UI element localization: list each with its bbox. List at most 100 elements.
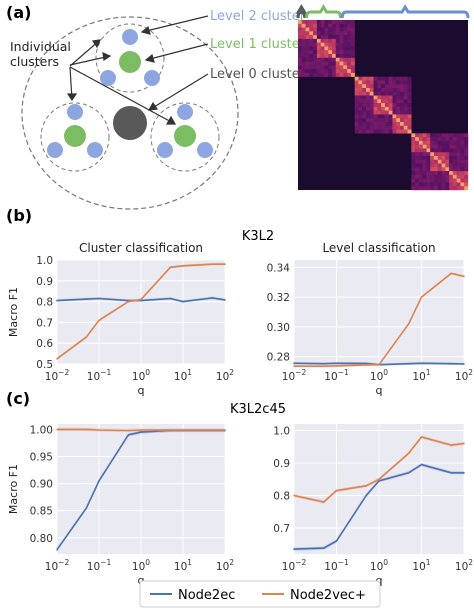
heatmap-cell bbox=[343, 20, 348, 24]
heatmap-cell bbox=[437, 182, 442, 187]
heatmap-cell bbox=[377, 91, 382, 96]
heatmap-cell bbox=[464, 171, 469, 176]
heatmap-cell bbox=[411, 152, 416, 157]
heatmap-cell bbox=[411, 137, 416, 142]
heatmap-cell bbox=[362, 110, 367, 115]
heatmap-cell bbox=[343, 54, 348, 58]
heatmap-cell bbox=[298, 54, 302, 58]
y-tick-label: 0.9 bbox=[36, 276, 53, 288]
heatmap-cell bbox=[320, 65, 325, 70]
x-tick-exponent: 0 bbox=[383, 558, 388, 567]
heatmap-cell bbox=[369, 88, 374, 92]
heatmap-cell bbox=[449, 174, 454, 179]
heatmap-cell bbox=[366, 110, 370, 115]
heatmap-cell bbox=[328, 23, 333, 28]
heatmap-cell bbox=[403, 103, 408, 108]
heatmap-cell bbox=[320, 46, 325, 51]
heatmap-cell bbox=[464, 137, 469, 142]
heatmap-cell bbox=[343, 35, 348, 40]
heatmap-cell bbox=[396, 84, 401, 89]
heatmap-cell bbox=[418, 156, 423, 160]
heatmap-cell bbox=[358, 106, 363, 111]
heatmap-cell bbox=[324, 23, 329, 28]
data-point bbox=[56, 358, 58, 360]
heatmap-cell bbox=[358, 129, 363, 134]
heatmap-cell bbox=[441, 167, 446, 172]
data-point bbox=[407, 452, 410, 455]
heatmap-cell bbox=[377, 118, 382, 123]
data-point bbox=[335, 489, 338, 492]
heatmap-cell bbox=[320, 42, 325, 47]
heatmap-cell bbox=[403, 122, 408, 126]
heatmap-cell bbox=[388, 118, 393, 123]
heatmap-cell bbox=[407, 110, 412, 115]
heatmap-cell bbox=[354, 76, 359, 81]
heatmap-cell bbox=[305, 69, 310, 74]
heatmap-cell bbox=[400, 76, 404, 81]
heatmap-cell bbox=[449, 152, 454, 157]
level2-node bbox=[157, 142, 173, 158]
heatmap-cell bbox=[388, 129, 393, 134]
heatmap-cell bbox=[301, 38, 306, 43]
heatmap-cell bbox=[328, 31, 333, 36]
heatmap-cell bbox=[324, 31, 329, 36]
heatmap-cell bbox=[460, 152, 465, 157]
heatmap-cell bbox=[426, 174, 431, 179]
heatmap-cell bbox=[407, 84, 412, 89]
heatmap-cell bbox=[464, 182, 469, 187]
heatmap-cell bbox=[403, 106, 408, 111]
heatmap-cell bbox=[343, 50, 348, 55]
x-axis-label: q bbox=[376, 574, 383, 587]
heatmap-cell bbox=[347, 46, 352, 51]
heatmap-cell bbox=[430, 159, 435, 164]
heatmap-cell bbox=[392, 106, 397, 111]
heatmap-cell bbox=[362, 91, 367, 96]
heatmap-cell bbox=[426, 133, 431, 138]
data-point bbox=[463, 275, 465, 278]
heatmap-cell bbox=[381, 125, 386, 130]
heatmap-cell bbox=[422, 156, 427, 160]
heatmap-cell bbox=[388, 114, 393, 119]
x-tick-base: 10 bbox=[455, 371, 468, 383]
heatmap-cell bbox=[400, 106, 404, 111]
heatmap-cell bbox=[411, 182, 416, 187]
heatmap-cell bbox=[464, 174, 469, 179]
data-point bbox=[420, 296, 423, 298]
heatmap-cell bbox=[366, 88, 370, 92]
heatmap-cell bbox=[422, 137, 427, 142]
legend-box bbox=[139, 580, 381, 608]
heatmap-cell bbox=[441, 144, 446, 149]
heatmap-cell bbox=[350, 65, 355, 70]
heatmap-cell bbox=[407, 91, 412, 96]
data-point bbox=[335, 365, 338, 367]
heatmap-cell bbox=[332, 27, 336, 32]
heatmap-cell bbox=[373, 106, 378, 111]
x-tick-exponent: −1 bbox=[338, 368, 349, 377]
heatmap-cell bbox=[381, 84, 386, 89]
chart-0: 10−2 10−1 100 101 1020.50.60.70.80.91.0Clust… bbox=[7, 241, 234, 397]
heatmap-cell bbox=[415, 178, 420, 183]
heatmap-cell bbox=[328, 69, 333, 74]
heatmap-cell bbox=[350, 38, 355, 43]
heatmap-cell bbox=[384, 99, 389, 104]
heatmap-cell bbox=[309, 31, 314, 36]
heatmap-cell bbox=[456, 156, 461, 160]
data-point bbox=[450, 272, 453, 275]
heatmap-cell bbox=[426, 152, 431, 157]
heatmap-cell bbox=[316, 42, 321, 47]
heatmap-cell bbox=[456, 182, 461, 187]
heatmap-cell bbox=[449, 156, 454, 160]
heatmap-cell bbox=[332, 61, 336, 66]
heatmap-cell bbox=[460, 178, 465, 183]
heatmap-cell bbox=[350, 35, 355, 40]
heatmap-cell bbox=[354, 91, 359, 96]
heatmap-cell bbox=[305, 23, 310, 28]
data-point bbox=[420, 436, 423, 438]
x-tick-label: 100 bbox=[370, 368, 388, 383]
heatmap-cell bbox=[316, 23, 321, 28]
heatmap-cell bbox=[328, 50, 333, 55]
heatmap-cell bbox=[343, 61, 348, 66]
data-point bbox=[365, 362, 368, 365]
heatmap-cell bbox=[426, 171, 431, 176]
heatmap-cell bbox=[309, 38, 314, 43]
